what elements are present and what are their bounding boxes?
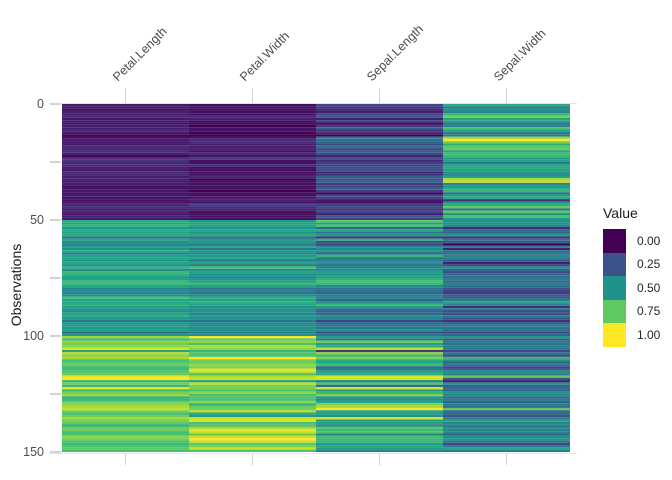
y-tick-label: 50 — [30, 212, 44, 227]
y-tick-mark — [50, 335, 61, 337]
y-tick-mark — [50, 451, 61, 453]
panel-border-bottom — [49, 453, 577, 454]
legend-key-label: 1.00 — [637, 327, 661, 342]
y-tick-label: 0 — [37, 96, 44, 111]
y-tick-mark — [50, 103, 61, 105]
legend-key-label: 0.00 — [637, 233, 661, 248]
legend-entry: 0.50 — [603, 276, 660, 300]
x-axis-label: Sepal.Length — [363, 21, 426, 84]
x-bottom-tick-mark — [251, 454, 254, 465]
legend-entries: 0.00 0.25 0.50 0.75 1.00 — [603, 229, 660, 347]
legend-entry: 1.00 — [603, 323, 660, 347]
legend-key-label: 0.50 — [637, 280, 661, 295]
x-top-tick-mark — [378, 88, 381, 103]
legend-entry: 0.75 — [603, 299, 661, 323]
x-bottom-tick-mark — [124, 454, 127, 465]
y-tick-label: 100 — [23, 328, 44, 343]
legend-key-swatch — [603, 276, 626, 300]
y-tick-mark — [50, 219, 61, 221]
y-axis-title: Observations — [8, 243, 24, 327]
legend-key-swatch — [603, 299, 626, 323]
legend-key-swatch — [603, 252, 626, 276]
x-top-tick-mark — [251, 88, 254, 103]
legend-entry: 0.25 — [603, 252, 661, 276]
y-tick-label: 150 — [23, 444, 44, 459]
y-minor-tick-mark — [50, 393, 61, 395]
x-axis-label: Petal.Length — [109, 24, 170, 84]
panel-border-top — [49, 103, 577, 104]
legend-key-swatch — [603, 229, 626, 253]
x-axis-label: Sepal.Width — [490, 26, 549, 84]
legend-key-swatch — [603, 323, 626, 347]
legend: Value 0.00 0.25 0.50 0.75 1.00 — [603, 205, 660, 347]
legend-entry: 0.00 — [603, 229, 660, 253]
x-axis-label: Petal.Width — [236, 28, 292, 84]
legend-title: Value — [603, 205, 638, 221]
y-minor-tick-mark — [50, 277, 61, 279]
x-bottom-tick-mark — [378, 454, 381, 465]
x-top-tick-mark — [124, 88, 127, 103]
legend-key-label: 0.25 — [637, 257, 661, 272]
x-bottom-tick-mark — [505, 454, 508, 465]
heatmap-canvas — [62, 104, 570, 452]
y-minor-tick-mark — [50, 161, 61, 163]
legend-key-label: 0.75 — [637, 304, 661, 319]
x-top-tick-mark — [505, 88, 508, 103]
